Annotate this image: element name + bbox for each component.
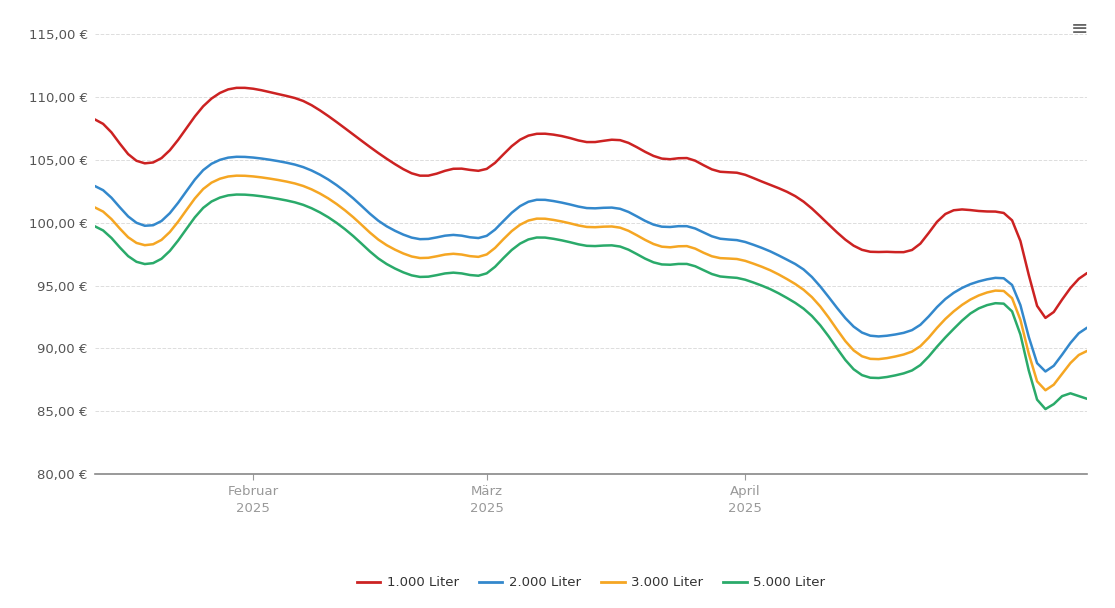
Line: 3.000 Liter: 3.000 Liter <box>95 176 1087 390</box>
3.000 Liter <box>88 204 101 211</box>
5.000 Liter <box>647 258 660 266</box>
2.000 Liter <box>304 167 318 174</box>
5.000 Liter <box>363 248 377 255</box>
2.000 Liter <box>230 153 243 161</box>
1.000 Liter <box>881 248 894 255</box>
3.000 Liter <box>230 172 243 179</box>
5.000 Liter <box>88 223 101 230</box>
3.000 Liter <box>780 275 794 283</box>
3.000 Liter <box>881 354 894 362</box>
1.000 Liter <box>1039 314 1053 322</box>
2.000 Liter <box>881 332 894 339</box>
2.000 Liter <box>1080 324 1094 331</box>
1.000 Liter <box>363 143 377 151</box>
3.000 Liter <box>363 229 377 237</box>
1.000 Liter <box>304 102 318 109</box>
5.000 Liter <box>780 294 794 302</box>
2.000 Liter <box>780 256 794 263</box>
Text: ≡: ≡ <box>1070 19 1088 40</box>
1.000 Liter <box>780 188 794 195</box>
Legend: 1.000 Liter, 2.000 Liter, 3.000 Liter, 5.000 Liter: 1.000 Liter, 2.000 Liter, 3.000 Liter, 5… <box>351 571 831 595</box>
2.000 Liter <box>88 182 101 190</box>
1.000 Liter <box>1080 269 1094 277</box>
5.000 Liter <box>1080 395 1094 402</box>
1.000 Liter <box>88 116 101 123</box>
2.000 Liter <box>1039 368 1053 375</box>
3.000 Liter <box>647 240 660 247</box>
3.000 Liter <box>1080 347 1094 354</box>
5.000 Liter <box>1064 390 1077 397</box>
2.000 Liter <box>363 210 377 218</box>
3.000 Liter <box>1064 359 1077 367</box>
1.000 Liter <box>1064 285 1077 292</box>
2.000 Liter <box>647 221 660 228</box>
3.000 Liter <box>1039 387 1053 394</box>
5.000 Liter <box>230 191 243 198</box>
3.000 Liter <box>304 185 318 193</box>
5.000 Liter <box>881 373 894 381</box>
Line: 5.000 Liter: 5.000 Liter <box>95 195 1087 409</box>
5.000 Liter <box>304 205 318 212</box>
1.000 Liter <box>230 84 243 91</box>
1.000 Liter <box>647 152 660 159</box>
2.000 Liter <box>1064 339 1077 347</box>
Line: 1.000 Liter: 1.000 Liter <box>95 88 1087 318</box>
Line: 2.000 Liter: 2.000 Liter <box>95 157 1087 371</box>
5.000 Liter <box>1039 406 1053 413</box>
